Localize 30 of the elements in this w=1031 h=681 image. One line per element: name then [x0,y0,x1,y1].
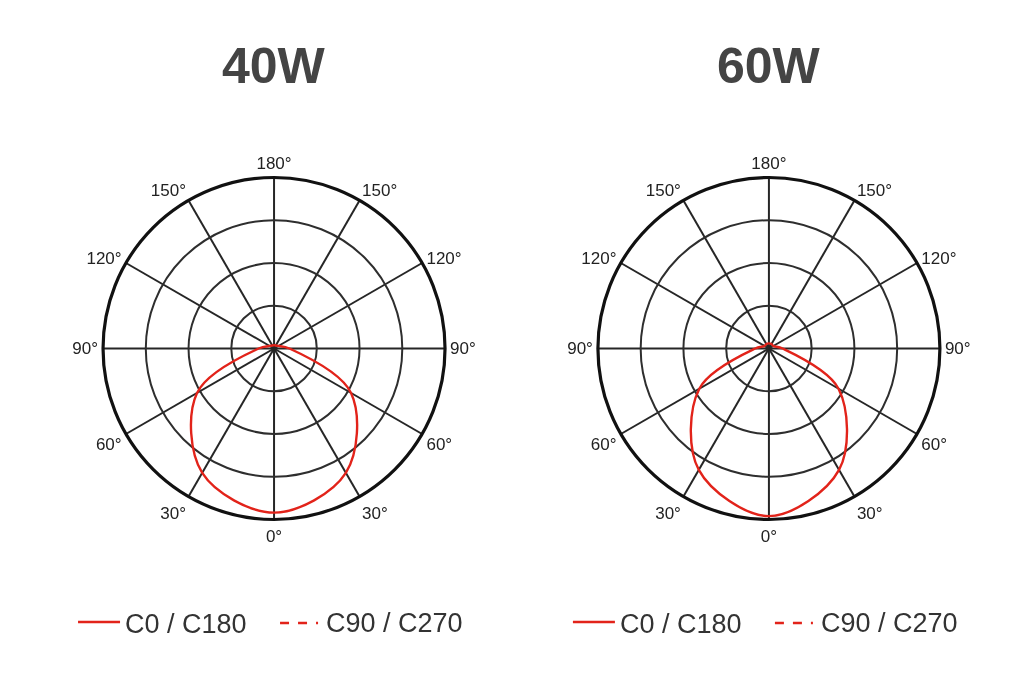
spoke-label: 90° [72,339,99,359]
text: C90 / C270 [326,608,463,638]
spoke-label: 90° [567,339,593,359]
spoke-label: 60° [921,435,948,455]
spoke-label: 120° [86,248,122,268]
spoke-label: 120° [581,248,617,268]
spoke-label: 60° [426,435,453,455]
spoke-label: 30° [856,503,883,523]
legend-label: C0 / C180 [125,608,247,639]
text: C90 / C270 [821,608,958,638]
spoke-label: 90° [944,339,971,359]
spoke-label: 120° [426,248,462,268]
spoke-label: 180° [256,154,292,174]
spoke-label: 30° [160,503,187,523]
spoke-label: 180° [751,154,787,174]
spoke-label: 150° [856,181,893,201]
spoke-label: 0° [265,526,283,546]
spoke-label: 60° [590,435,617,455]
chart-title: 40W [222,38,326,94]
spoke-label: 150° [645,181,681,201]
spoke-label: 30° [655,503,681,523]
legend-label: C0 / C180 [619,608,742,639]
spoke-label: 150° [150,181,187,201]
spoke-label: 30° [362,503,388,523]
chart-title: 60W [717,38,821,94]
spoke-label: 90° [450,339,476,359]
spoke-label: 60° [95,435,122,455]
spoke-label: 150° [362,181,398,201]
spoke-label: 0° [760,526,778,546]
spoke-label: 120° [921,248,957,268]
